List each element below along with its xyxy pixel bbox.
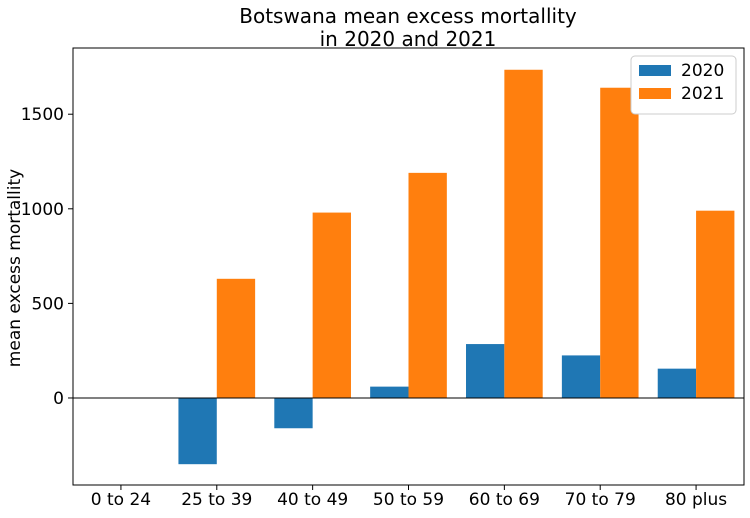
- x-tick-label: 25 to 39: [181, 490, 252, 510]
- bar-2020-25-to-39: [178, 397, 217, 465]
- bar-2021-50-to-59: [408, 172, 447, 398]
- x-tick-label: 40 to 49: [277, 490, 348, 510]
- legend-label-2020: 2020: [681, 61, 724, 81]
- chart-title-line-1: Botswana mean excess mortallity: [239, 4, 577, 28]
- chart-title-line-2: in 2020 and 2021: [320, 27, 497, 51]
- legend-swatch-2021: [639, 88, 671, 99]
- bar-2021-70-to-79: [600, 87, 639, 398]
- plot-area: 0 500 1000 1500 0 to 24 25 to 39 40 to 49 50 to…: [21, 47, 745, 510]
- x-tick-label: 0 to 24: [91, 490, 151, 510]
- bar-2020-60-to-69: [466, 344, 505, 398]
- bar-2020-50-to-59: [370, 386, 409, 398]
- y-axis-label: mean excess mortallity: [5, 169, 25, 367]
- x-tick-label: 80 plus: [665, 490, 727, 510]
- y-tick-label: 1000: [21, 200, 64, 220]
- y-tick-label: 1500: [21, 105, 64, 125]
- legend-swatch-2020: [639, 65, 671, 76]
- y-tick-label: 0: [53, 389, 64, 409]
- bar-2021-25-to-39: [216, 278, 256, 398]
- bar-2020-70-to-79: [561, 355, 601, 398]
- bar-2021-40-to-49: [312, 212, 351, 398]
- bar-2020-40-to-49: [274, 397, 313, 429]
- y-tick-label: 500: [32, 294, 64, 314]
- legend-label-2021: 2021: [681, 84, 724, 104]
- bar-2020-80-plus: [657, 368, 697, 398]
- bar-2021-80-plus: [696, 210, 735, 398]
- x-tick-label: 70 to 79: [565, 490, 636, 510]
- bar-2021-60-to-69: [504, 69, 543, 398]
- x-tick-label: 60 to 69: [469, 490, 540, 510]
- x-tick-label: 50 to 59: [373, 490, 444, 510]
- legend: 2020 2021: [630, 55, 737, 115]
